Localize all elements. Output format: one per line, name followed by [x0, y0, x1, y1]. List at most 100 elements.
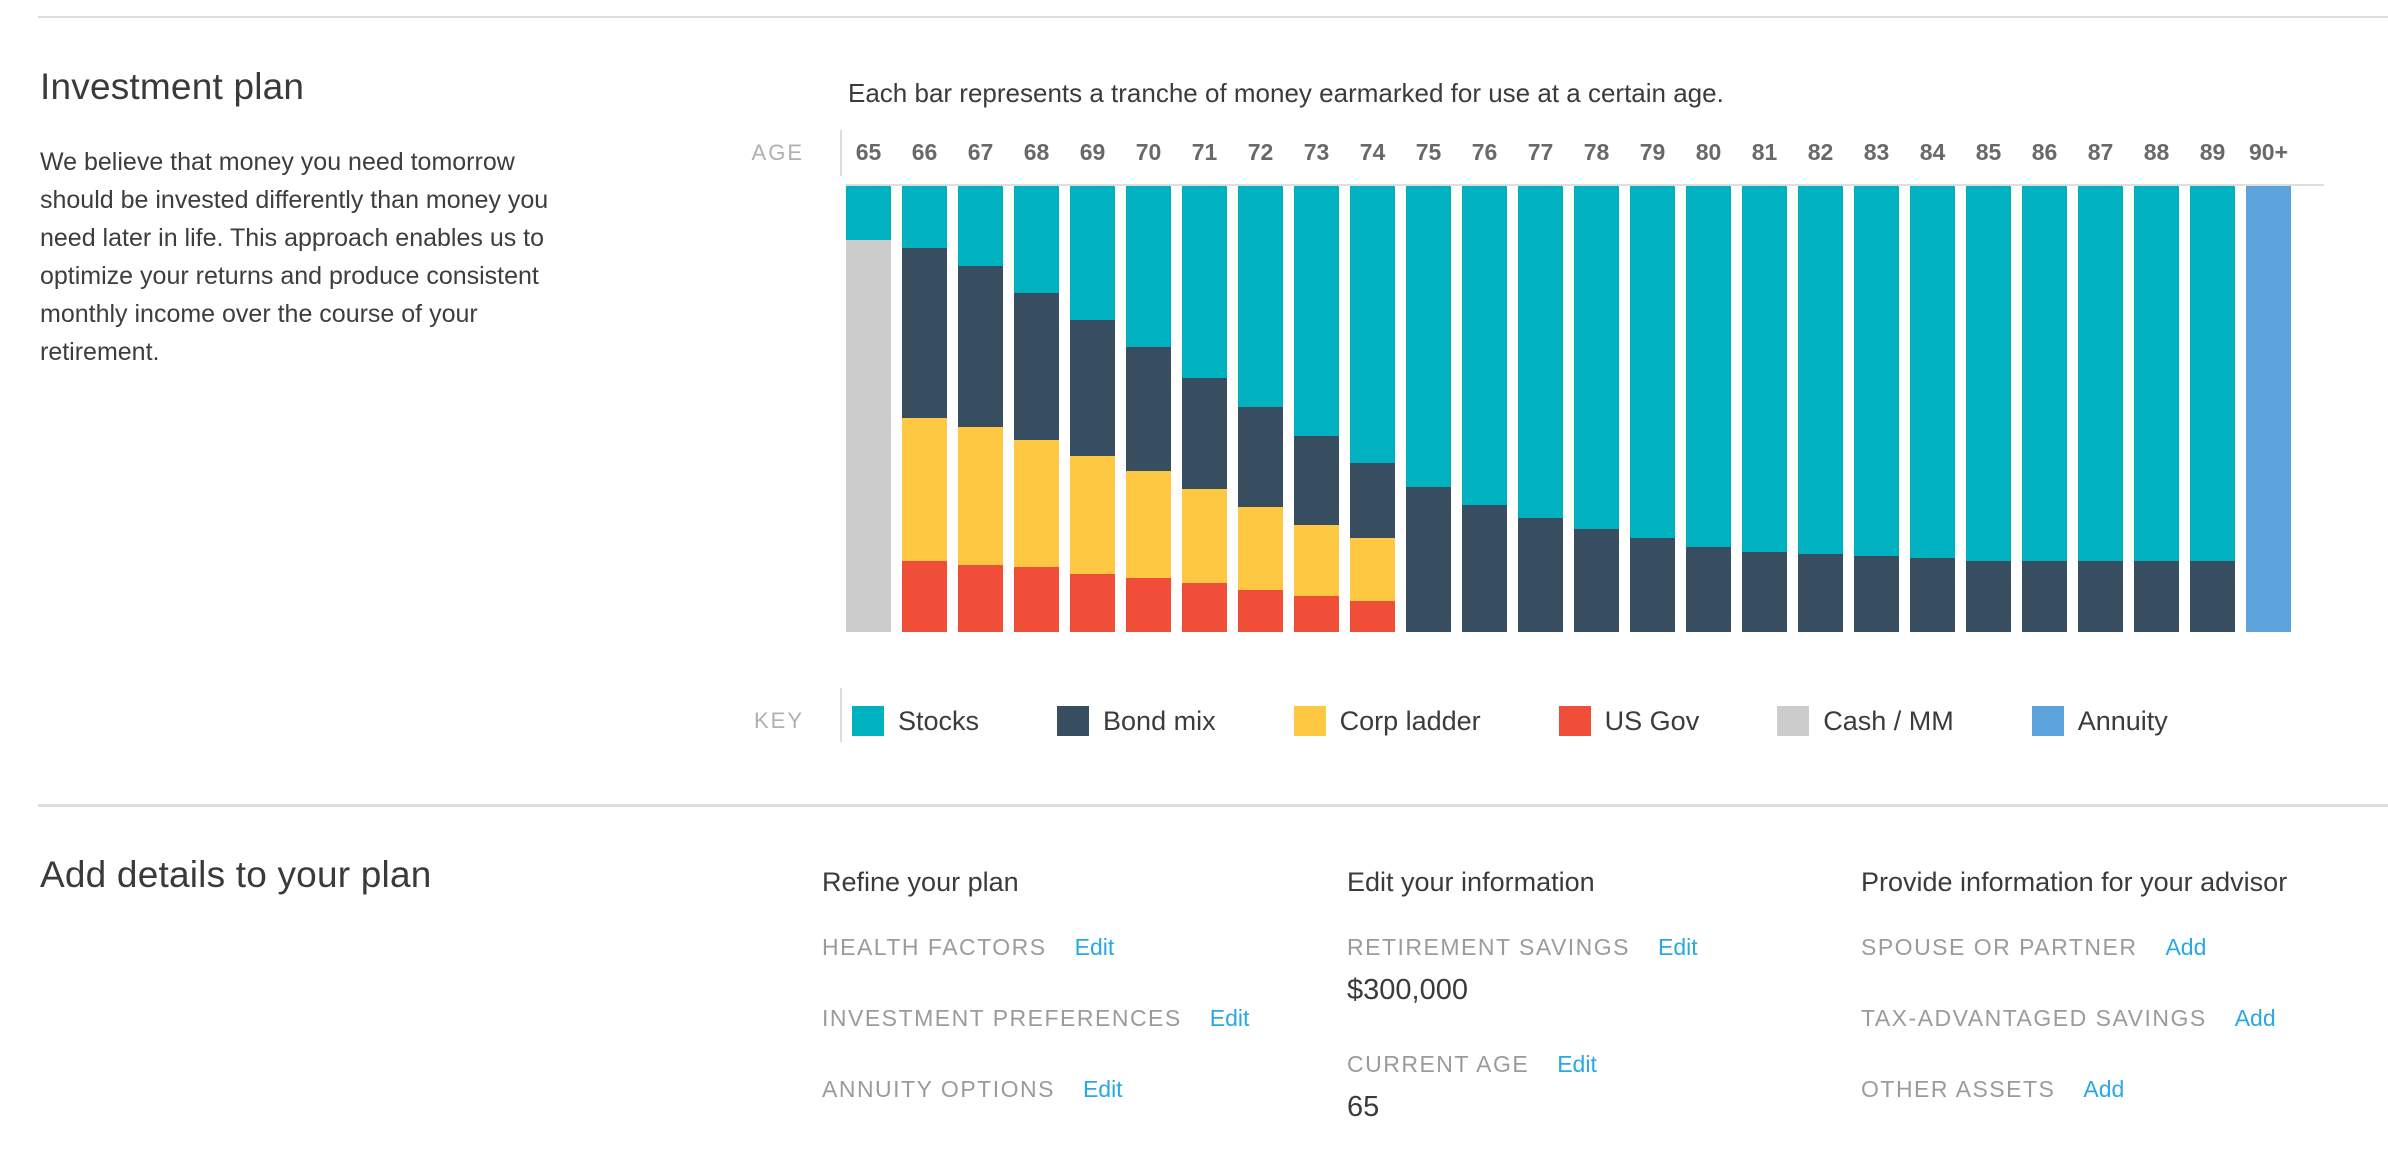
segment-us-gov-age-72 — [1238, 589, 1283, 632]
bar-age-78 — [1574, 186, 1619, 632]
segment-corp-ladder-age-70 — [1126, 471, 1171, 579]
age-axis-divider — [840, 130, 842, 176]
column-title-provide-information-for-your-advisor: Provide information for your advisor — [1861, 867, 2288, 897]
add-link-tax-advantaged-savings[interactable]: Add — [2234, 1005, 2276, 1031]
legend-swatch-corp-ladder — [1293, 706, 1326, 736]
age-tick-85: 85 — [1975, 139, 2002, 165]
segment-us-gov-age-71 — [1182, 582, 1227, 632]
edit-link-investment-preferences[interactable]: Edit — [1209, 1005, 1250, 1031]
bar-age-89 — [2190, 186, 2235, 632]
detail-item-retirement-savings: RETIREMENT SAVINGS Edit $300,000 — [1347, 934, 1861, 1006]
key-divider — [840, 688, 842, 742]
age-tick-69: 69 — [1079, 139, 1106, 165]
segment-bond-mix-age-77 — [1518, 518, 1563, 632]
segment-stocks-age-65 — [846, 186, 891, 240]
detail-row-annuity-options: ANNUITY OPTIONS Edit — [822, 1076, 1347, 1102]
chart-top-hairline — [846, 184, 2324, 186]
segment-stocks-age-75 — [1406, 186, 1451, 488]
legend-swatch-us-gov — [1558, 706, 1591, 736]
segment-bond-mix-age-70 — [1126, 346, 1171, 472]
key-label: KEY — [753, 708, 804, 733]
legend-label-cash-mm: Cash / MM — [1823, 706, 1954, 736]
bar-age-75 — [1406, 186, 1451, 632]
age-ticks-row: 65 66 67 68 69 70 71 72 73 74 75 76 77 78 79 80 81 82 83 84… — [846, 139, 2291, 166]
segment-cash-mm-age-65 — [846, 239, 891, 632]
age-tick-82: 82 — [1807, 139, 1834, 165]
segment-stocks-age-74 — [1350, 186, 1395, 463]
bar-age-70 — [1126, 186, 1171, 632]
edit-link-annuity-options[interactable]: Edit — [1082, 1076, 1123, 1102]
segment-bond-mix-age-86 — [2022, 560, 2067, 632]
legend-swatch-stocks — [852, 706, 884, 736]
segment-stocks-age-77 — [1518, 186, 1563, 519]
detail-row-current-age: CURRENT AGE Edit — [1347, 1051, 1861, 1077]
edit-link-health-factors[interactable]: Edit — [1074, 934, 1115, 960]
segment-corp-ladder-age-69 — [1070, 455, 1115, 574]
segment-stocks-age-83 — [1854, 186, 1899, 557]
bar-age-67 — [958, 186, 1003, 632]
segment-bond-mix-age-66 — [902, 248, 947, 418]
segment-corp-ladder-age-67 — [958, 426, 1003, 566]
bar-age-71 — [1182, 186, 1227, 632]
bar-age-77 — [1518, 186, 1563, 632]
segment-bond-mix-age-74 — [1350, 462, 1395, 539]
segment-bond-mix-age-79 — [1630, 538, 1675, 632]
segment-us-gov-age-69 — [1070, 574, 1115, 632]
legend-item-bond-mix: Bond mix — [1057, 706, 1216, 736]
edit-link-retirement-savings[interactable]: Edit — [1658, 934, 1698, 960]
age-tick-80: 80 — [1695, 139, 1722, 165]
age-tick-74: 74 — [1359, 139, 1386, 165]
details-column-provide-information-for-your-advisor: Provide information for your advisor SPOU… — [1861, 866, 2388, 1168]
detail-item-health-factors: HEALTH FACTORS Edit — [822, 934, 1347, 960]
legend-label-bond-mix: Bond mix — [1103, 706, 1216, 736]
segment-us-gov-age-66 — [902, 560, 947, 632]
bar-age-74 — [1350, 186, 1395, 632]
add-link-spouse-or-partner[interactable]: Add — [2165, 934, 2207, 960]
bar-age-83 — [1854, 186, 1899, 632]
age-tick-70: 70 — [1135, 139, 1162, 165]
segment-bond-mix-age-72 — [1238, 406, 1283, 508]
bar-age-81 — [1742, 186, 1787, 632]
segment-bond-mix-age-83 — [1854, 556, 1899, 632]
detail-row-investment-preferences: INVESTMENT PREFERENCES Edit — [822, 1005, 1347, 1031]
age-tick-68: 68 — [1023, 139, 1050, 165]
age-tick-89: 89 — [2199, 139, 2226, 165]
bar-age-86 — [2022, 186, 2067, 632]
legend-swatch-annuity — [2031, 706, 2064, 736]
legend-swatch-bond-mix — [1057, 706, 1090, 736]
segment-stocks-age-88 — [2134, 186, 2179, 561]
segment-us-gov-age-73 — [1294, 596, 1339, 632]
detail-row-retirement-savings: RETIREMENT SAVINGS Edit — [1347, 934, 1861, 960]
segment-stocks-age-71 — [1182, 186, 1227, 378]
age-tick-79: 79 — [1639, 139, 1666, 165]
detail-item-annuity-options: ANNUITY OPTIONS Edit — [822, 1076, 1347, 1102]
edit-link-current-age[interactable]: Edit — [1557, 1051, 1597, 1077]
detail-label-investment-preferences: INVESTMENT PREFERENCES — [822, 1005, 1182, 1031]
segment-stocks-age-84 — [1910, 186, 1955, 559]
segment-corp-ladder-age-68 — [1014, 440, 1059, 568]
segment-stocks-age-87 — [2078, 186, 2123, 561]
detail-item-investment-preferences: INVESTMENT PREFERENCES Edit — [822, 1005, 1347, 1031]
age-tick-88: 88 — [2143, 139, 2170, 165]
age-tick-77: 77 — [1527, 139, 1554, 165]
segment-stocks-age-82 — [1798, 186, 1843, 554]
bar-age-66 — [902, 186, 947, 632]
age-tick-76: 76 — [1471, 139, 1498, 165]
segment-stocks-age-66 — [902, 186, 947, 249]
detail-value-current-age: 65 — [1347, 1091, 1380, 1123]
detail-row-spouse-or-partner: SPOUSE OR PARTNER Add — [1861, 934, 2388, 960]
legend-label-corp-ladder: Corp ladder — [1339, 706, 1481, 736]
segment-bond-mix-age-84 — [1910, 558, 1955, 632]
legend-swatch-cash-mm — [1777, 706, 1810, 736]
detail-label-spouse-or-partner: SPOUSE OR PARTNER — [1861, 934, 2138, 960]
segment-stocks-age-73 — [1294, 186, 1339, 436]
age-tick-87: 87 — [2087, 139, 2114, 165]
bar-age-82 — [1798, 186, 1843, 632]
chart-subtitle: Each bar represents a tranche of money e… — [848, 78, 1724, 108]
age-tick-83: 83 — [1863, 139, 1890, 165]
add-link-other-assets[interactable]: Add — [2083, 1076, 2125, 1102]
age-tick-90: 90+ — [2248, 139, 2288, 165]
segment-stocks-age-80 — [1686, 186, 1731, 548]
detail-item-other-assets: OTHER ASSETS Add — [1861, 1076, 2388, 1102]
segment-bond-mix-age-76 — [1462, 504, 1507, 632]
